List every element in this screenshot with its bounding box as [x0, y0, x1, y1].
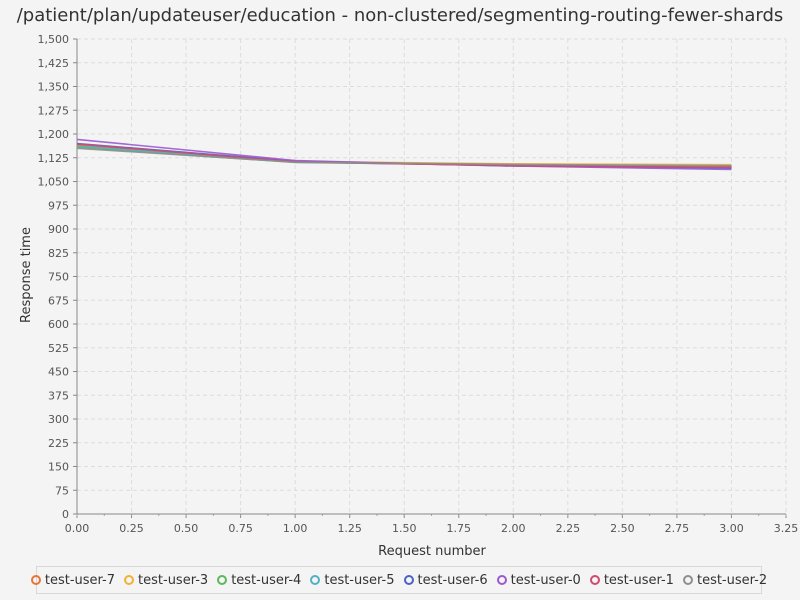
y-tick-label: 600	[48, 318, 69, 331]
y-tick-label: 450	[48, 366, 69, 379]
y-tick-label: 0	[62, 508, 69, 521]
y-tick-label: 1,050	[38, 176, 70, 189]
legend-marker-icon	[217, 575, 228, 585]
legend-marker-icon	[496, 575, 507, 585]
x-tick-label: 1.00	[283, 522, 308, 535]
y-tick-label: 750	[48, 271, 69, 284]
legend-marker-icon	[682, 575, 693, 585]
legend-marker-icon	[310, 575, 321, 585]
y-tick-label: 975	[48, 199, 69, 212]
legend-label: test-user-2	[696, 572, 768, 588]
x-tick-label: 0.75	[228, 522, 253, 535]
grid	[76, 38, 787, 515]
legend-marker-icon	[589, 575, 600, 585]
legend-item-test-user-1[interactable]: test-user-1	[589, 572, 674, 588]
y-tick-label: 1,125	[38, 152, 70, 165]
y-tick-label: 825	[48, 247, 69, 260]
y-tick-label: 525	[48, 342, 69, 355]
y-tick-label: 1,200	[38, 128, 70, 141]
y-tick-label: 1,425	[38, 57, 70, 70]
y-tick-label: 75	[55, 484, 69, 497]
y-tick-label: 1,500	[38, 33, 70, 46]
y-tick-label: 675	[48, 294, 69, 307]
y-tick-label: 300	[48, 413, 69, 426]
x-tick-label: 2.75	[665, 522, 690, 535]
legend-item-test-user-0[interactable]: test-user-0	[496, 572, 581, 588]
legend-label: test-user-5	[324, 572, 395, 588]
legend-marker-icon	[124, 575, 135, 585]
x-tick-label: 0.00	[65, 522, 90, 535]
x-tick-label: 0.25	[119, 522, 144, 535]
x-tick-label: 2.00	[501, 522, 526, 535]
legend-label: test-user-3	[138, 572, 209, 588]
x-tick-label: 3.25	[774, 522, 799, 535]
x-tick-label: 1.25	[337, 522, 362, 535]
chart-title: /patient/plan/updateuser/education - non…	[16, 5, 784, 26]
legend-label: test-user-1	[603, 572, 674, 588]
legend-label: test-user-7	[44, 572, 116, 588]
x-tick-label: 2.50	[610, 522, 635, 535]
legend-label: test-user-6	[417, 572, 488, 588]
legend: test-user-7 test-user-3 test-user-4 test-us…	[30, 566, 767, 594]
x-tick-label: 1.50	[392, 522, 417, 535]
x-tick-label: 0.50	[174, 522, 199, 535]
legend-marker-icon	[30, 575, 41, 585]
legend-item-test-user-5[interactable]: test-user-5	[310, 572, 395, 588]
legend-item-test-user-6[interactable]: test-user-6	[403, 572, 488, 588]
series-lines	[76, 138, 732, 171]
y-tick-label: 1,275	[38, 104, 70, 117]
legend-label: test-user-0	[510, 572, 581, 588]
x-tick-label: 2.25	[556, 522, 581, 535]
legend-item-test-user-2[interactable]: test-user-2	[682, 572, 768, 588]
legend-label: test-user-4	[231, 572, 302, 588]
legend-item-test-user-7[interactable]: test-user-7	[30, 572, 116, 588]
y-tick-label: 1,350	[38, 81, 70, 94]
legend-marker-icon	[403, 575, 414, 585]
x-tick-label: 3.00	[719, 522, 744, 535]
legend-item-test-user-4[interactable]: test-user-4	[217, 573, 301, 588]
y-tick-label: 375	[48, 389, 69, 402]
series-line-test-user-2	[76, 147, 732, 167]
y-tick-label: 900	[48, 223, 69, 236]
legend-item-test-user-3[interactable]: test-user-3	[124, 573, 208, 588]
y-tick-label: 225	[48, 437, 69, 450]
x-axis-label: Request number	[378, 544, 486, 559]
axes: 0 75 150 225 300 375 450 525 600 675 750 825 900 975 1…	[38, 33, 799, 535]
y-tick-label: 150	[48, 461, 69, 474]
x-tick-label: 1.75	[447, 522, 472, 535]
y-axis-label: Response time	[19, 227, 34, 323]
